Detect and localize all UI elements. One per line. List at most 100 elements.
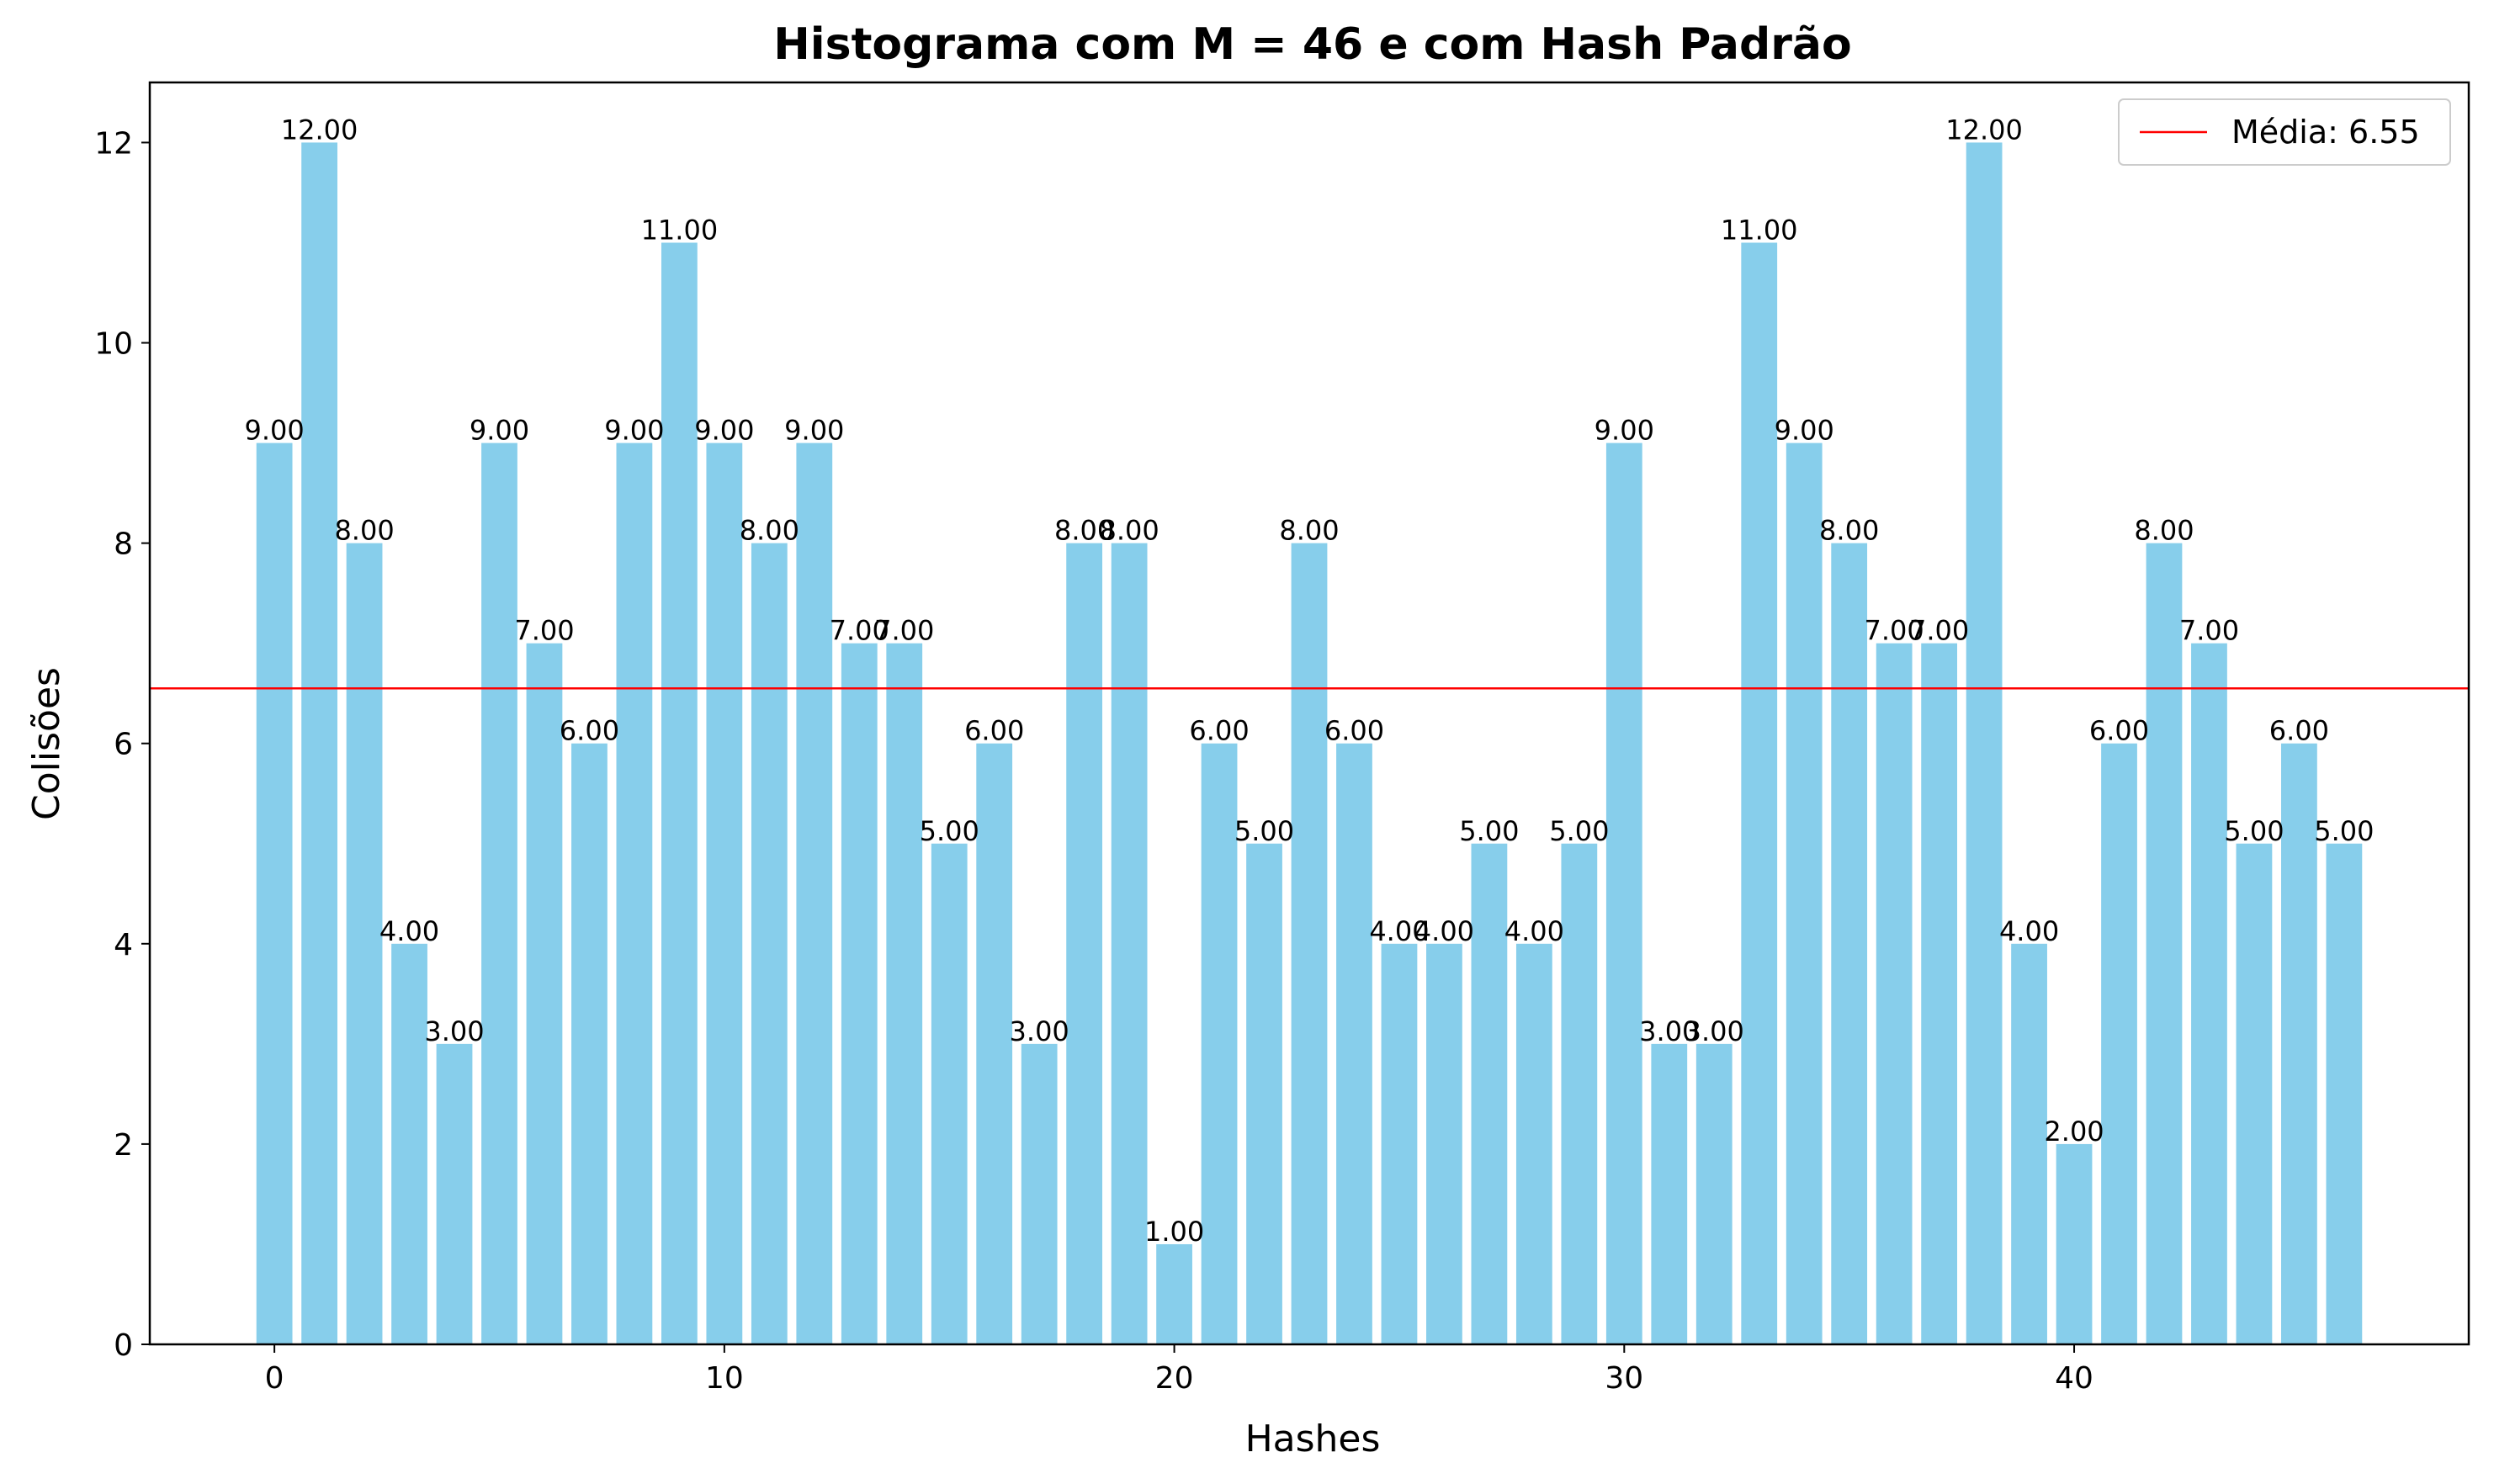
- bar-value-label-43: 7.00: [2179, 615, 2239, 647]
- bar-value-label-33: 11.00: [1721, 214, 1798, 246]
- bar-34: [1786, 443, 1823, 1344]
- bar-value-label-23: 8.00: [1279, 515, 1339, 547]
- bar-value-label-13: 7.00: [830, 615, 889, 647]
- bar-37: [1921, 643, 1958, 1344]
- x-tick-label-10: 10: [705, 1361, 744, 1396]
- bar-22: [1246, 843, 1282, 1344]
- bar-40: [2056, 1143, 2093, 1344]
- bar-6: [526, 643, 563, 1344]
- bar-value-label-22: 5.00: [1234, 815, 1294, 847]
- y-tick-label-12: 12: [94, 126, 133, 161]
- bar-26: [1426, 943, 1462, 1344]
- bar-19: [1111, 543, 1148, 1344]
- y-axis-ticks: 0 2 4 6 8 10 12: [94, 126, 150, 1363]
- bar-value-label-3: 4.00: [379, 915, 439, 947]
- bar-value-label-36: 7.00: [1865, 615, 1924, 647]
- bar-value-label-25: 4.00: [1369, 915, 1429, 947]
- bar-36: [1876, 643, 1913, 1344]
- bar-7: [571, 743, 608, 1344]
- bar-10: [706, 443, 743, 1344]
- bar-3: [391, 943, 427, 1344]
- bar-21: [1201, 743, 1238, 1344]
- bar-value-label-41: 6.00: [2089, 715, 2149, 747]
- bar-value-label-15: 5.00: [920, 815, 979, 847]
- y-tick-label-4: 4: [114, 928, 133, 962]
- bar-value-label-34: 9.00: [1775, 415, 1834, 447]
- bar-value-label-16: 6.00: [964, 715, 1024, 747]
- bar-29: [1561, 843, 1598, 1344]
- chart-title: Histograma com M = 46 e com Hash Padrão: [773, 19, 1851, 70]
- legend-mean-label: Média: 6.55: [2231, 114, 2420, 151]
- bar-11: [751, 543, 788, 1344]
- bar-42: [2146, 543, 2183, 1344]
- legend: Média: 6.55: [2118, 98, 2451, 166]
- bar-46: [2326, 843, 2363, 1344]
- bar-value-label-9: 11.00: [641, 214, 719, 246]
- bar-value-label-0: 9.00: [244, 415, 304, 447]
- bar-value-label-35: 8.00: [1819, 515, 1879, 547]
- bar-35: [1831, 543, 1868, 1344]
- bar-20: [1156, 1243, 1192, 1344]
- x-axis-ticks: 0 10 20 30 40: [265, 1344, 2093, 1396]
- bar-value-label-21: 6.00: [1189, 715, 1249, 747]
- bar-38: [1966, 142, 2003, 1344]
- y-axis-title: Colisões: [25, 667, 68, 820]
- y-tick-label-0: 0: [114, 1328, 133, 1363]
- bar-value-label-8: 9.00: [604, 415, 664, 447]
- bar-45: [2281, 743, 2317, 1344]
- bars-layer: [256, 142, 2363, 1344]
- x-tick-label-30: 30: [1605, 1361, 1643, 1396]
- bar-value-label-12: 9.00: [784, 415, 844, 447]
- bar-value-label-46: 5.00: [2314, 815, 2374, 847]
- x-tick-label-40: 40: [2055, 1361, 2093, 1396]
- bar-value-label-17: 3.00: [1010, 1015, 1069, 1047]
- legend-box: [2118, 98, 2451, 166]
- bar-13: [841, 643, 878, 1344]
- y-tick-label-8: 8: [114, 527, 133, 562]
- bar-12: [796, 443, 833, 1344]
- bar-30: [1605, 443, 1642, 1344]
- bar-value-label-32: 3.00: [1685, 1015, 1744, 1047]
- bar-39: [2011, 943, 2047, 1344]
- bar-41: [2101, 743, 2137, 1344]
- bar-value-label-44: 5.00: [2224, 815, 2284, 847]
- bar-5: [481, 443, 517, 1344]
- bar-value-label-10: 9.00: [694, 415, 754, 447]
- bar-33: [1741, 242, 1778, 1344]
- bar-31: [1651, 1043, 1688, 1344]
- bar-24: [1336, 743, 1372, 1344]
- bar-value-label-37: 7.00: [1909, 615, 1969, 647]
- bar-17: [1021, 1043, 1058, 1344]
- bar-value-label-28: 4.00: [1504, 915, 1564, 947]
- y-tick-label-10: 10: [94, 327, 133, 362]
- bar-value-label-39: 4.00: [1999, 915, 2059, 947]
- bar-value-label-7: 6.00: [560, 715, 619, 747]
- bar-value-label-27: 5.00: [1459, 815, 1519, 847]
- bar-value-label-40: 2.00: [2044, 1116, 2104, 1147]
- x-tick-label-0: 0: [265, 1361, 284, 1396]
- bar-32: [1695, 1043, 1733, 1344]
- bar-25: [1381, 943, 1418, 1344]
- bar-27: [1471, 843, 1508, 1344]
- bar-44: [2236, 843, 2273, 1344]
- bar-value-label-45: 6.00: [2269, 715, 2329, 747]
- bar-4: [436, 1043, 473, 1344]
- bar-value-label-18: 8.00: [1054, 515, 1114, 547]
- x-tick-label-20: 20: [1155, 1361, 1194, 1396]
- plot-area-frame: [148, 81, 2470, 1346]
- bar-0: [256, 443, 293, 1344]
- bar-14: [886, 643, 923, 1344]
- bar-value-label-26: 4.00: [1414, 915, 1474, 947]
- bar-value-label-19: 8.00: [1099, 515, 1159, 547]
- bar-value-label-42: 8.00: [2134, 515, 2194, 547]
- x-axis-title: Hashes: [1245, 1418, 1381, 1460]
- bar-1: [301, 142, 337, 1344]
- bar-2: [346, 543, 383, 1344]
- bar-value-label-14: 7.00: [874, 615, 934, 647]
- bar-15: [931, 843, 968, 1344]
- bar-value-label-29: 5.00: [1549, 815, 1609, 847]
- axes-frame: [148, 81, 2470, 1346]
- bar-value-label-2: 8.00: [334, 515, 394, 547]
